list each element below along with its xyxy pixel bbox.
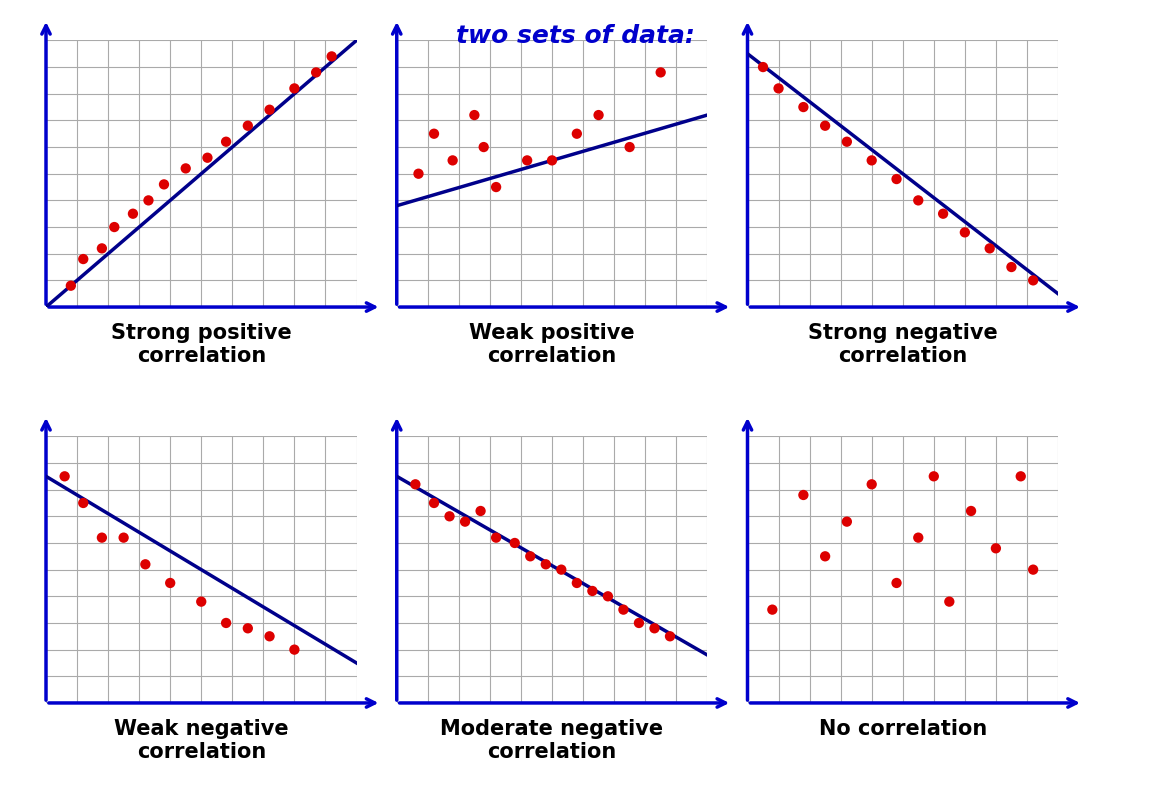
Text: Moderate negative
correlation: Moderate negative correlation — [440, 719, 664, 762]
Point — [888, 173, 906, 186]
Point — [769, 82, 788, 95]
Point — [239, 622, 258, 635]
Point — [455, 516, 474, 528]
Point — [115, 531, 132, 544]
Point — [139, 194, 158, 207]
Point — [192, 595, 210, 608]
Point — [910, 531, 928, 544]
Point — [155, 178, 174, 191]
Point — [630, 617, 649, 629]
Point — [440, 510, 459, 523]
Point — [764, 603, 782, 617]
Point — [93, 531, 112, 544]
Point — [543, 154, 561, 166]
Point — [74, 253, 92, 266]
Point — [105, 221, 123, 234]
Point — [981, 242, 999, 255]
Point — [444, 154, 462, 166]
Point — [795, 100, 813, 113]
Point — [1003, 260, 1021, 273]
Point — [599, 590, 618, 603]
Point — [837, 516, 856, 528]
Point — [934, 207, 952, 220]
Point — [506, 537, 524, 549]
Point — [1024, 274, 1042, 287]
Point — [285, 643, 304, 656]
Point — [74, 496, 92, 510]
Point — [62, 280, 81, 292]
Point — [961, 504, 980, 517]
Point — [475, 141, 493, 154]
Point — [424, 127, 443, 140]
Point — [472, 504, 490, 517]
Point — [260, 630, 278, 643]
Point — [754, 61, 773, 74]
Text: Strong positive
correlation: Strong positive correlation — [110, 323, 292, 366]
Point — [552, 563, 570, 576]
Point — [260, 103, 278, 116]
Point — [1012, 470, 1030, 483]
Text: Weak negative
correlation: Weak negative correlation — [114, 719, 289, 762]
Point — [614, 603, 632, 617]
Point — [217, 617, 236, 629]
Point — [322, 50, 340, 63]
Point — [816, 120, 835, 133]
Point — [124, 207, 143, 220]
Point — [862, 154, 881, 166]
Point — [424, 496, 443, 510]
Point — [590, 108, 608, 121]
Point — [651, 66, 669, 79]
Point — [161, 577, 179, 590]
Point — [941, 595, 959, 608]
Point — [956, 226, 974, 239]
Point — [466, 108, 484, 121]
Point — [862, 478, 881, 490]
Text: two sets of data:: two sets of data: — [455, 24, 695, 48]
Point — [409, 167, 428, 180]
Point — [307, 66, 325, 79]
Point — [925, 470, 943, 483]
Point — [621, 141, 639, 154]
Point — [136, 558, 154, 570]
Text: Strong negative
correlation: Strong negative correlation — [808, 323, 998, 366]
Point — [406, 478, 424, 490]
Point — [93, 242, 112, 255]
Point — [888, 577, 906, 590]
Point — [239, 120, 258, 133]
Point — [816, 549, 835, 562]
Point — [486, 531, 505, 544]
Point — [518, 154, 536, 166]
Point — [521, 549, 539, 562]
Point — [583, 584, 601, 597]
Point — [537, 558, 555, 570]
Point — [910, 194, 928, 207]
Point — [568, 577, 586, 590]
Point — [177, 162, 196, 175]
Point — [568, 127, 586, 140]
Point — [486, 180, 505, 193]
Point — [795, 489, 813, 502]
Point — [987, 542, 1005, 555]
Point — [645, 622, 664, 635]
Point — [217, 135, 236, 148]
Text: Weak positive
correlation: Weak positive correlation — [469, 323, 635, 366]
Point — [198, 151, 216, 164]
Point — [1024, 563, 1042, 576]
Point — [661, 630, 680, 643]
Text: No correlation: No correlation — [819, 719, 987, 739]
Point — [55, 470, 74, 483]
Point — [837, 135, 856, 148]
Point — [285, 82, 304, 95]
